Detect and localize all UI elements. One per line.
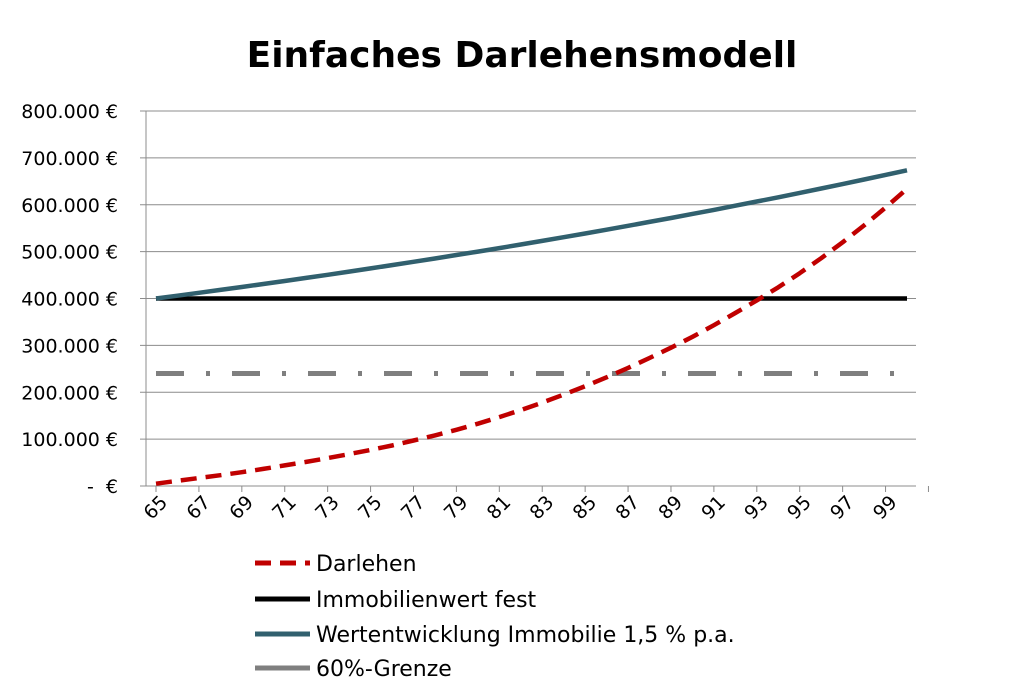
series-line-2 [155,168,908,301]
x-tick-label: 77 [397,491,430,524]
x-tick-label: 75 [354,491,387,524]
y-tick-label: 400.000 € [21,289,118,311]
y-tick-label: 100.000 € [21,429,118,451]
legend: Darlehen Immobilienwert fest Wertentwicklu… [255,552,735,682]
x-tick-label: 87 [611,491,644,524]
legend-label: Wertentwicklung Immobilie 1,5 % p.a. [316,623,735,648]
x-tick-labels: 65 67 69 71 73 75 77 79 81 83 85 87 89 91 93 95 97 99 [139,491,901,524]
chart-title: Einfaches Darlehensmodell [247,35,798,76]
x-tick-label: 91 [697,491,730,524]
x-tick-label: 93 [740,491,773,524]
x-tick-label: 85 [569,491,602,524]
x-tick-label: 79 [440,491,473,524]
y-tick-label: 800.000 € [21,101,118,123]
legend-label: Darlehen [316,552,417,577]
x-tick-label: 95 [783,491,816,524]
x-tick-label: 71 [268,491,301,524]
x-tick-label: 73 [311,491,344,524]
series-line-0 [155,187,909,486]
y-tick-label: 200.000 € [21,382,118,404]
y-tick-label: 600.000 € [21,195,118,217]
x-tick-label: 99 [869,491,902,524]
x-tick-label: 65 [139,491,172,524]
x-tick-label: 67 [182,491,215,524]
legend-label: 60%-Grenze [316,657,452,682]
x-tick-label: 97 [826,491,859,524]
axes [140,110,929,492]
y-tick-labels: - € 100.000 € 200.000 € 300.000 € 400.000 € 5… [21,101,118,498]
x-tick-label: 89 [654,491,687,524]
y-tick-label: 300.000 € [21,335,118,357]
x-tick-label: 69 [225,491,258,524]
y-tick-label: 700.000 € [21,148,118,170]
legend-label: Immobilienwert fest [316,588,537,613]
x-tick-label: 81 [483,491,516,524]
y-tick-label: 500.000 € [21,242,118,264]
y-tick-label: - € [87,476,118,498]
series-lines [155,168,909,486]
x-tick-label: 83 [526,491,559,524]
